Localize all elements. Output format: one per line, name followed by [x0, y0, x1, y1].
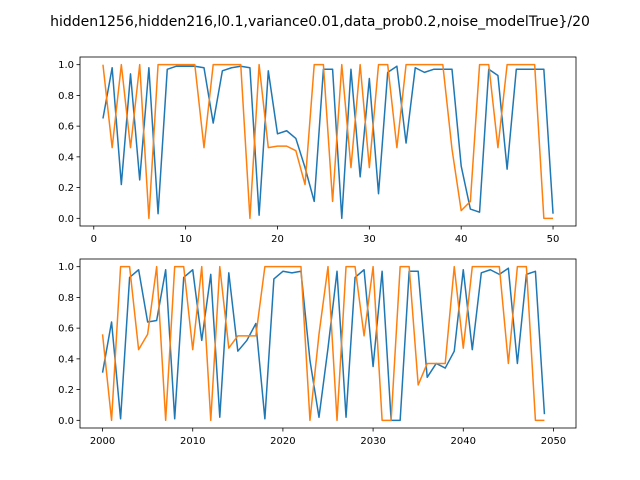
x-tick-label: 2000 [90, 436, 115, 447]
x-tick-label: 2050 [541, 436, 566, 447]
x-tick-label: 2030 [360, 436, 385, 447]
y-tick-label: 1.0 [58, 60, 74, 71]
x-tick-label: 0 [91, 234, 97, 245]
series-2-line [102, 63, 554, 220]
x-tick-label: 50 [547, 234, 560, 245]
subplot-1: 0 10 20 30 40 50 0.0 0.2 0.4 0.6 0.8 1.0 [58, 56, 577, 245]
series-1-line [102, 65, 554, 220]
y-tick-label: 0.6 [58, 324, 74, 335]
x-tick-label: 2040 [451, 436, 476, 447]
axes-frame [79, 258, 577, 429]
y-tick-label: 0.0 [58, 416, 74, 427]
axes-frame [79, 56, 577, 227]
y-tick-label: 1.0 [58, 262, 74, 273]
x-tick-label: 2020 [270, 436, 295, 447]
y-tick-label: 0.4 [58, 152, 74, 163]
y-tick-label: 0.2 [58, 183, 74, 194]
y-tick-label: 0.2 [58, 385, 74, 396]
y-tick-label: 0.6 [58, 122, 74, 133]
chart-title: hidden1256,hidden216,l0.1,variance0.01,d… [50, 14, 590, 30]
subplot-2: 2000 2010 2020 2030 2040 2050 0.0 0.2 0.4 0.6 0.8 1… [58, 258, 577, 447]
y-tick-label: 0.8 [58, 91, 74, 102]
y-tick-label: 0.4 [58, 354, 74, 365]
x-tick-label: 2010 [180, 436, 205, 447]
x-tick-label: 40 [455, 234, 468, 245]
series-2-line [101, 265, 545, 422]
x-tick-label: 20 [271, 234, 284, 245]
x-tick-label: 30 [363, 234, 376, 245]
series-1-line [101, 267, 546, 422]
y-tick-label: 0.0 [58, 214, 74, 225]
x-tick-label: 10 [179, 234, 192, 245]
y-tick-label: 0.8 [58, 293, 74, 304]
